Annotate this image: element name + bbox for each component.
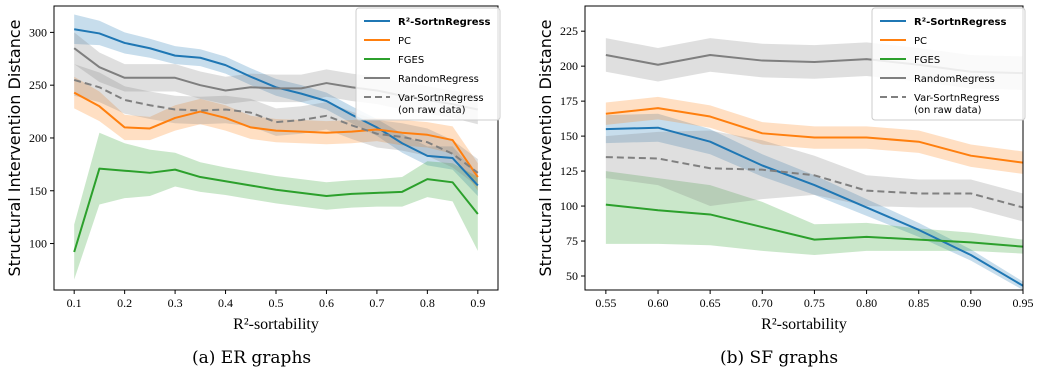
y-tick-label: 225 [560, 24, 578, 38]
caption-er-graphs: (a) ER graphs [192, 348, 312, 368]
x-tick-label: 0.80 [856, 296, 877, 310]
band-pc [74, 76, 478, 191]
x-tick-label: 0.8 [420, 296, 435, 310]
y-tick-label: 200 [29, 131, 47, 145]
x-tick-label: 0.95 [1013, 296, 1034, 310]
y-tick-label: 250 [29, 78, 47, 92]
x-tick-label: 0.6 [319, 296, 334, 310]
legend: R²-SortnRegress PC FGES RandomRegress Var-So… [355, 7, 501, 121]
x-tick-label: 0.70 [752, 296, 773, 310]
x-tick-label: 0.9 [470, 296, 485, 310]
legend-label-var-sortnregress: (on raw data) [914, 105, 982, 116]
axes-frame [584, 5, 1024, 291]
line-fges [605, 203, 1023, 248]
x-axis-label: R²-sortability [233, 316, 319, 333]
legend: R²-SortnRegress PC FGES RandomRegress Var-So… [871, 7, 1026, 121]
legend-label-fges: FGES [398, 55, 424, 66]
y-tick-label: 200 [560, 59, 578, 73]
legend-label-pc: PC [914, 36, 927, 47]
legend-label-fges: FGES [914, 55, 940, 66]
x-tick-label: 0.60 [648, 296, 669, 310]
x-tick-label: 0.75 [804, 296, 825, 310]
legend-label-var-sortnregress: Var-SortnRegress [398, 93, 484, 104]
x-tick-label: 0.3 [168, 296, 183, 310]
line-var-sortnregress [605, 156, 1023, 209]
legend-box [355, 7, 501, 121]
x-tick-label: 0.5 [269, 296, 284, 310]
x-tick-label: 0.55 [595, 296, 616, 310]
y-tick-label: 125 [560, 164, 578, 178]
band-var-sortnregress [74, 64, 478, 187]
x-tick-label: 0.1 [67, 296, 82, 310]
line-pc [73, 91, 479, 178]
y-tick-label: 100 [29, 237, 47, 251]
legend-label-r2-sortnregress: R²-SortnRegress [398, 17, 490, 28]
x-tick-label: 0.2 [117, 296, 132, 310]
line-r2-sortnregress [74, 28, 479, 187]
y-tick-label: 50 [566, 269, 578, 283]
band-fges [605, 171, 1023, 256]
y-tick-label: 300 [29, 25, 47, 39]
caption-sf-graphs: (b) SF graphs [720, 348, 839, 368]
line-var-sortnregress [73, 78, 479, 174]
x-tick-label: 0.85 [908, 296, 929, 310]
line-pc [605, 107, 1023, 164]
legend-label-var-sortnregress: Var-SortnRegress [914, 93, 1000, 104]
legend-label-r2-sortnregress: R²-SortnRegress [914, 17, 1006, 28]
chart-panel-1: 0.1 0.2 0.3 0.4 0.5 0.6 0.7 0.8 0.9 100 150 200 250 3… [5, 5, 501, 333]
y-tick-label: 175 [560, 94, 578, 108]
legend-label-randomregress: RandomRegress [398, 74, 479, 85]
band-r2-sortnregress [74, 14, 478, 197]
x-tick-label: 0.4 [218, 296, 233, 310]
x-axis-label: R²-sortability [761, 316, 847, 333]
x-tick-label: 0.65 [700, 296, 721, 310]
legend-label-var-sortnregress: (on raw data) [398, 105, 466, 116]
line-r2-sortnregress [605, 126, 1023, 287]
y-tick-label: 150 [29, 184, 47, 198]
legend-box [871, 7, 1026, 121]
y-tick-label: 75 [566, 234, 578, 248]
plot-area [605, 38, 1023, 290]
y-tick-label: 150 [560, 129, 578, 143]
y-axis-label: Structural Intervention Distance [536, 20, 555, 277]
y-tick-label: 100 [560, 199, 578, 213]
legend-label-pc: PC [398, 36, 411, 47]
line-fges [73, 167, 479, 253]
band-r2-sortnregress [605, 113, 1023, 290]
y-axis-label: Structural Intervention Distance [5, 20, 24, 277]
x-tick-label: 0.7 [369, 296, 384, 310]
chart-panel-2: 0.55 0.60 0.65 0.70 0.75 0.80 0.85 0.90 0.95 50 75… [536, 5, 1034, 333]
legend-label-randomregress: RandomRegress [914, 74, 995, 85]
x-tick-label: 0.90 [960, 296, 981, 310]
